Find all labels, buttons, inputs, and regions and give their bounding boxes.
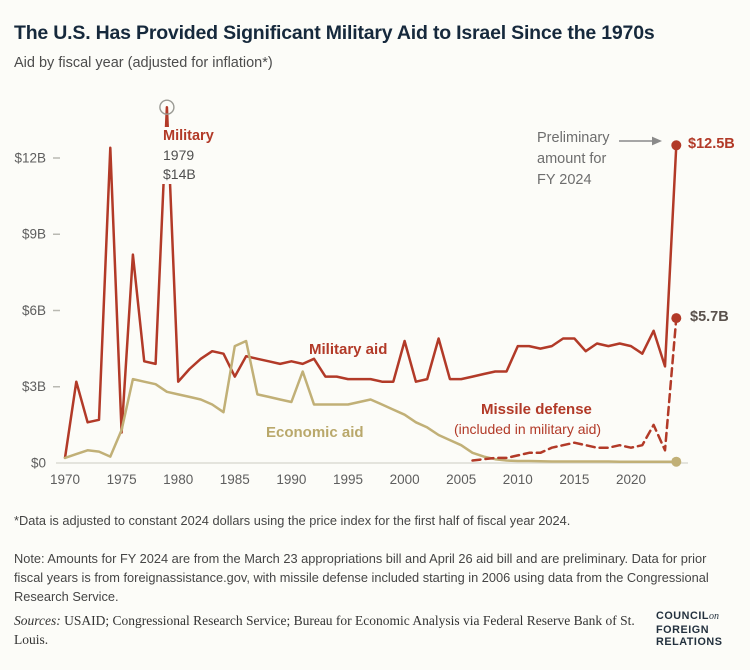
logo-word-on: on: [709, 611, 720, 622]
sources-text: Sources: USAID; Congressional Research S…: [14, 612, 662, 649]
missile-defense-series-label: Missile defense: [481, 401, 592, 418]
peak-annotation-series: Military: [162, 127, 215, 146]
svg-text:$9B: $9B: [22, 227, 46, 242]
svg-text:1985: 1985: [220, 472, 250, 487]
economic-aid-series-label: Economic aid: [266, 424, 364, 441]
svg-text:$12B: $12B: [14, 151, 46, 166]
svg-text:2010: 2010: [503, 472, 533, 487]
svg-text:1990: 1990: [276, 472, 306, 487]
svg-text:1980: 1980: [163, 472, 193, 487]
logo-word-council: COUNCIL: [656, 610, 710, 622]
peak-annotation-value: $14B: [162, 165, 197, 184]
peak-annotation-year: 1979: [162, 146, 196, 165]
military-2024-value-label: $12.5B: [688, 136, 735, 152]
svg-text:$0: $0: [31, 456, 46, 471]
footnote-asterisk: *Data is adjusted to constant 2024 dolla…: [14, 513, 571, 528]
logo-word-relations: RELATIONS: [656, 636, 723, 648]
page-subtitle: Aid by fiscal year (adjusted for inflati…: [14, 55, 273, 71]
preliminary-line3: FY 2024: [537, 172, 592, 188]
svg-text:2015: 2015: [559, 472, 589, 487]
svg-text:1970: 1970: [50, 472, 80, 487]
military-aid-series-label: Military aid: [309, 341, 388, 358]
missile-defense-series-sublabel: (included in military aid): [454, 421, 602, 437]
sources-body: USAID; Congressional Research Service; B…: [14, 613, 635, 647]
preliminary-line2: amount for: [537, 151, 607, 167]
svg-text:$3B: $3B: [22, 379, 46, 394]
svg-text:1995: 1995: [333, 472, 363, 487]
svg-text:$6B: $6B: [22, 303, 46, 318]
aid-line-chart: $0 $3B $6B $9B $12B 1970 1975 1980 1985 1990 1995 2…: [14, 99, 688, 487]
logo-word-foreign: FOREIGN: [656, 623, 710, 636]
svg-text:2000: 2000: [390, 472, 420, 487]
preliminary-annotation: Preliminary amount for FY 2024: [537, 128, 610, 191]
page-title: The U.S. Has Provided Significant Milita…: [14, 22, 655, 44]
cfr-logo: COUNCILon FOREIGN RELATIONS: [656, 610, 723, 649]
svg-text:2005: 2005: [446, 472, 476, 487]
svg-text:2020: 2020: [616, 472, 646, 487]
missile-2024-value-label: $5.7B: [690, 309, 729, 325]
sources-prefix: Sources:: [14, 613, 61, 628]
svg-text:1975: 1975: [107, 472, 137, 487]
footnote-note: Note: Amounts for FY 2024 are from the M…: [14, 551, 709, 605]
preliminary-line1: Preliminary: [537, 130, 610, 146]
peak-annotation: Military 1979 $14B: [162, 127, 215, 184]
